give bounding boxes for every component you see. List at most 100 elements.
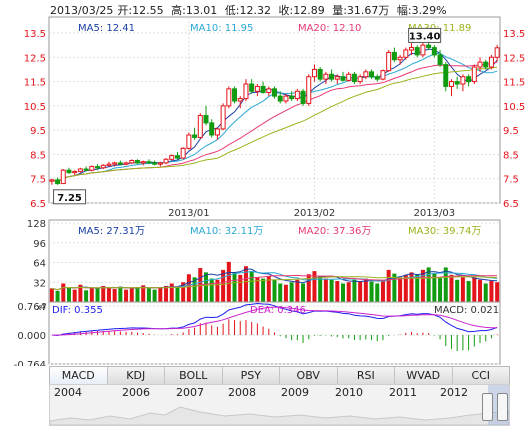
year-label-2011: 2011 (389, 386, 417, 399)
quote-high: 高:13.01 (171, 4, 218, 17)
candle-body (95, 166, 101, 169)
candle-body (174, 155, 180, 159)
volume-bar (375, 283, 380, 302)
dea-line (51, 306, 498, 336)
year-label-2012: 2012 (440, 386, 468, 399)
candle-body (72, 170, 78, 174)
volume-bar (243, 266, 248, 302)
price-axis-right-label: 11.5 (503, 78, 525, 89)
quote-close: 收:12.89 (278, 4, 325, 17)
price-ma-legend: MA5: 12.41 (78, 23, 135, 34)
volume-bar (306, 274, 311, 302)
candle-body (203, 115, 209, 124)
volume-bar (392, 273, 397, 302)
price-axis-left-label: 11.5 (24, 78, 46, 89)
volume-ma-legend: MA30: 39.74万 (408, 226, 481, 237)
tab-wvad[interactable]: WVAD (395, 367, 453, 384)
candle-body (266, 88, 272, 93)
volume-axis-label: 128 (27, 219, 46, 230)
candle-body (409, 47, 415, 51)
candle-body (186, 134, 192, 149)
candle-body (334, 76, 340, 80)
volume-bar (72, 289, 77, 302)
volume-bar (386, 269, 391, 302)
candle-body (369, 71, 375, 78)
macd-legend: DIF: 0.355 (52, 305, 103, 316)
volume-bar (466, 281, 471, 302)
candle-body (134, 160, 140, 164)
volume-bar (409, 272, 414, 302)
volume-bar (415, 274, 420, 302)
candle-body (289, 95, 295, 100)
volume-bar (335, 281, 340, 302)
volume-bar (455, 279, 460, 302)
volume-axis-label: 64 (33, 259, 46, 270)
quote-low: 低:12.32 (224, 4, 272, 17)
quote-date: 2013/03/25 (50, 4, 114, 17)
volume-bar (106, 287, 111, 302)
candle-body (460, 76, 466, 85)
volume-bar (49, 288, 54, 302)
candle-body (471, 66, 477, 83)
candle-body (466, 76, 472, 83)
price-axis-left-label: 8.5 (30, 150, 46, 161)
volume-bar (89, 287, 94, 302)
quote-volume: 量:31.67万 (332, 4, 390, 17)
tab-cci[interactable]: CCI (471, 369, 491, 382)
indicator-tabs: MACD KDJ BOLL PSY OBV RSI WVAD CCI (49, 366, 510, 385)
tab-kdj[interactable]: KDJ (108, 367, 165, 384)
dif-line (51, 302, 498, 337)
candle-body (386, 51, 392, 72)
volume-bar (420, 269, 425, 302)
tab-rsi[interactable]: RSI (338, 367, 395, 384)
tab-psy[interactable]: PSY (223, 367, 280, 384)
volume-bar (169, 283, 174, 302)
volume-bar (175, 286, 180, 302)
candle-body (431, 47, 437, 56)
volume-ma-legend: MA20: 37.36万 (298, 226, 371, 237)
candle-body (152, 162, 158, 165)
volume-bar (124, 289, 129, 302)
quote-change: 幅:3.29% (396, 4, 447, 17)
candle-body (106, 163, 112, 166)
navigator-right-handle[interactable] (497, 393, 508, 421)
volume-bar (192, 277, 197, 302)
candle-body (300, 90, 306, 104)
navigator-left-handle[interactable] (482, 393, 493, 421)
volume-bar (369, 281, 374, 302)
candle-body (100, 164, 106, 169)
price-axis-left-label: 13.5 (24, 29, 46, 40)
candle-body (112, 162, 118, 165)
candle-body (277, 95, 283, 102)
volume-bar (232, 272, 237, 302)
year-label-2009: 2009 (281, 386, 309, 399)
volume-bar (403, 274, 408, 302)
tab-boll[interactable]: BOLL (165, 367, 223, 384)
candle-body (220, 105, 226, 130)
volume-bar (261, 278, 266, 302)
volume-bar (443, 267, 448, 302)
volume-bar (209, 278, 214, 302)
time-navigator[interactable]: 2004 2006 2007 2008 2009 2010 2011 2012 (49, 384, 510, 426)
volume-axis-label: 32 (33, 278, 46, 289)
price-axis-left-label: 9.5 (30, 126, 46, 137)
volume-bar (295, 279, 300, 302)
candle-body (294, 90, 300, 100)
candle-body (77, 168, 83, 172)
date-axis-label: 2013/01 (168, 208, 210, 219)
candle-body (214, 128, 220, 136)
candle-body (488, 56, 494, 68)
candle-body (192, 134, 198, 138)
candle-body (89, 166, 95, 171)
tab-macd[interactable]: MACD (50, 367, 108, 384)
stock-chart[interactable]: 13.5 13.5 12.5 12.5 11.5 11.5 10.5 10.5 9.5 9.5 8.… (0, 0, 527, 366)
price-ma-legend: MA20: 12.10 (298, 23, 361, 34)
volume-bar (215, 279, 220, 302)
tab-obv[interactable]: OBV (280, 367, 338, 384)
volume-bar (478, 279, 483, 302)
volume-bar (164, 285, 169, 302)
price-annotation-label: 13.40 (409, 31, 441, 42)
volume-bar (101, 285, 106, 302)
candle-body (426, 44, 432, 49)
volume-bar (312, 271, 317, 302)
